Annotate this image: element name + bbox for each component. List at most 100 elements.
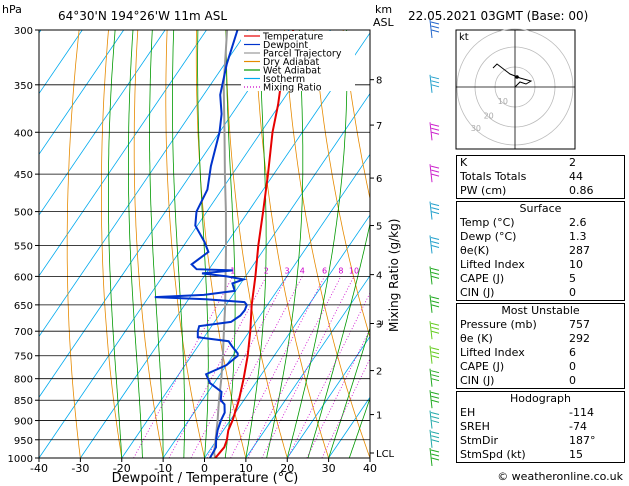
pressure-tick-label: 700 (14, 327, 33, 338)
height-axis: 8 7 6 5 4 3 2 1 LCL L (370, 76, 395, 460)
isotherm-line (204, 214, 370, 458)
wind-barb-flag (431, 355, 440, 359)
hodograph-unit-label: kt (459, 32, 469, 43)
wind-barb-flag (431, 457, 440, 461)
wind-barb-flag (430, 123, 440, 127)
height-tick-label: 7 (376, 121, 382, 132)
wind-barb (429, 429, 440, 448)
dry-adiabat-line (133, 30, 164, 458)
wind-barb-flag (430, 412, 440, 416)
wind-barb-staff (429, 201, 433, 220)
temperature-tick-label: 30 (322, 462, 336, 475)
plot-area (39, 30, 370, 458)
wind-barb (429, 164, 440, 183)
wind-barb-staff (429, 74, 433, 93)
wind-barb-flag (431, 240, 440, 244)
temperature-tick-label: -20 (113, 462, 131, 475)
height-tick-label: 5 (376, 222, 382, 233)
wind-barb-staff (429, 266, 433, 285)
pressure-tick-label: 300 (14, 26, 33, 37)
wind-barb-staff (429, 410, 433, 429)
index-value: 44 (569, 170, 583, 183)
isotherm-line (39, 30, 125, 156)
dewpoint-line (154, 30, 248, 458)
pressure-tick-label: 650 (14, 301, 33, 312)
height-tick-label: 8 (376, 76, 382, 87)
wind-barb-flag (431, 374, 440, 378)
wind-barb-flag (431, 207, 440, 211)
mixing-ratio-line (230, 276, 325, 458)
most-unstable-table: Most Unstable Pressure (mb) 757 θe (K) 292… (456, 303, 625, 389)
height-unit-asl-label: ASL (373, 16, 395, 29)
legend-label: Temperature (262, 32, 323, 43)
dry-adiabat-line (284, 30, 370, 458)
isotherm-line (121, 92, 370, 458)
pressure-tick-label: 600 (14, 272, 33, 283)
surface-table: Surface Temp (°C) 2.6 Dewp (°C) 1.3 θe(K) 2… (456, 201, 625, 301)
mixing-ratio-line (247, 276, 342, 458)
wind-barb (429, 201, 440, 220)
legend-label: Dewpoint (263, 40, 308, 51)
wind-barb (429, 294, 440, 313)
legend-label: Wet Adiabat (263, 66, 321, 77)
isotherm-line (39, 30, 290, 398)
index-label: Totals Totals (460, 170, 527, 183)
dry-adiabat-line (225, 30, 288, 458)
wind-barb-flag (431, 416, 440, 420)
wind-barb (429, 410, 440, 429)
pressure-tick-label: 500 (14, 208, 33, 219)
wet-adiabat-line (286, 30, 348, 458)
wind-barb-flag (431, 275, 440, 279)
index-value: -74 (569, 420, 587, 433)
wind-barb-flag (430, 322, 440, 326)
mixing-ratio-label: 4 (300, 266, 305, 275)
index-value: 0 (569, 374, 576, 387)
index-value: 287 (569, 244, 590, 257)
index-label: CIN (J) (460, 286, 495, 299)
wet-adiabat-line (171, 30, 186, 458)
mixing-ratio-label: 8 (338, 266, 343, 275)
datetime-title: 22.05.2021 03GMT (Base: 00) (408, 9, 588, 23)
wind-barb-staff (429, 390, 433, 409)
index-value: 0 (569, 360, 576, 373)
temperature-profile (214, 30, 295, 458)
wet-adiabat-line (149, 30, 164, 458)
height-tick-label: 4 (376, 271, 382, 282)
mixing-ratio-line (190, 276, 288, 458)
mixing-ratio-line (306, 328, 370, 458)
wind-barb-flag (431, 435, 440, 439)
pressure-axis: 300 350 400 450 500 550 600 650 700 750 800 850 900 9… (8, 26, 39, 465)
copyright-footer: © weatheronline.co.uk (497, 470, 623, 483)
mixing-ratio-label: 10 (349, 266, 359, 275)
temperature-tick-label: 40 (363, 462, 377, 475)
height-tick-label: 2 (376, 367, 382, 378)
wind-barb-flag (431, 169, 440, 173)
lcl-marker: L (376, 320, 386, 325)
wind-barb-flag (431, 399, 440, 403)
parcel-line (213, 30, 229, 458)
wind-barb-staff (429, 321, 433, 340)
pressure-tick-label: 800 (14, 375, 33, 386)
legend-label: Parcel Trajectory (263, 49, 342, 60)
index-label: Pressure (mb) (460, 318, 537, 331)
temperature-tick-label: -10 (154, 462, 172, 475)
index-label: θe(K) (460, 244, 490, 257)
index-value: -114 (569, 406, 594, 419)
wind-barb-flag (431, 395, 440, 399)
hodograph-table: Hodograph EH -114 SREH -74 StmDir 187° StmS… (456, 391, 625, 463)
index-value: 10 (569, 258, 583, 271)
wind-barb-staff (429, 122, 433, 141)
index-value: 292 (569, 332, 590, 345)
wind-barb-staff (429, 345, 433, 364)
mixing-ratio-lines (133, 276, 370, 458)
temperature-line (214, 30, 295, 458)
pressure-tick-label: 550 (14, 241, 33, 252)
temperature-tick-label: 10 (239, 462, 253, 475)
hodograph-ring-label: 30 (471, 124, 481, 133)
mixing-ratio-line (321, 357, 370, 458)
mixing-ratio-label: 6 (322, 266, 327, 275)
wind-barb-flag (430, 21, 440, 25)
index-label: Lifted Index (460, 258, 525, 271)
